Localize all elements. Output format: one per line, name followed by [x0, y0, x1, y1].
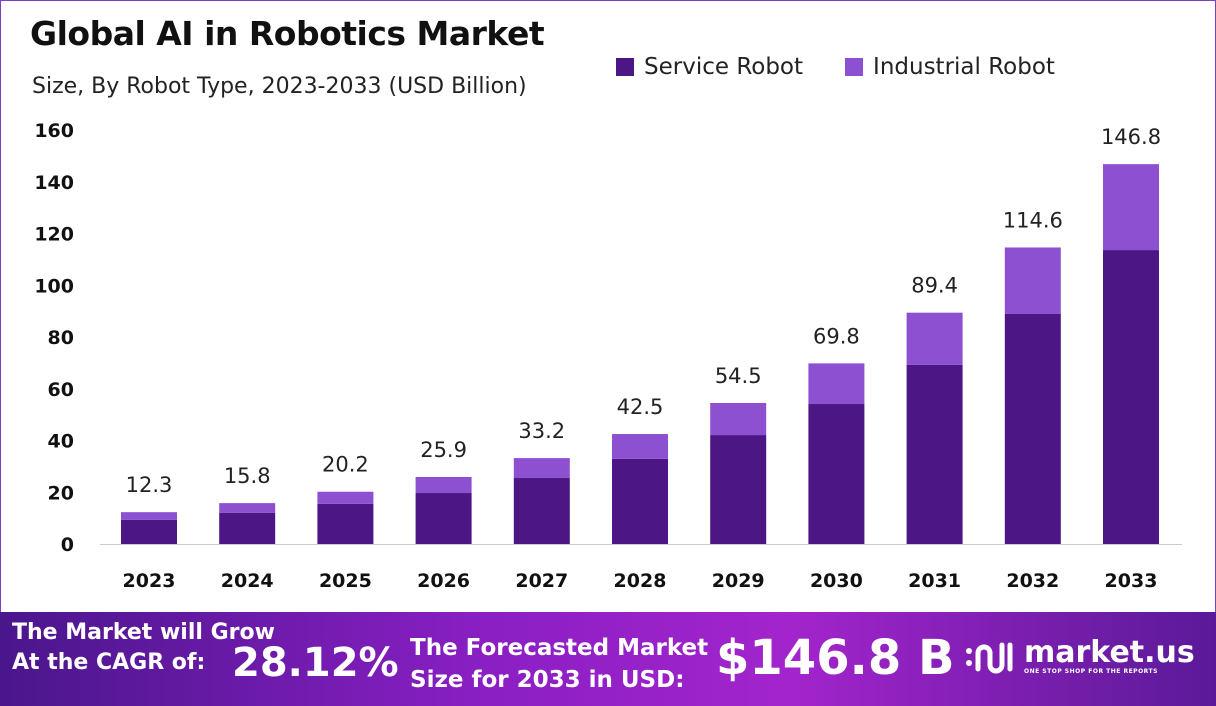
x-tick-label: 2028: [614, 570, 667, 592]
y-tick-label: 20: [48, 482, 74, 504]
logo-tagline: ONE STOP SHOP FOR THE REPORTS: [1024, 668, 1158, 675]
total-data-label: 25.9: [420, 438, 467, 462]
x-tick-label: 2033: [1105, 570, 1158, 592]
total-data-label: 69.8: [813, 324, 860, 348]
chart-subtitle: Size, By Robot Type, 2023-2033 (USD Bill…: [32, 74, 527, 99]
forecast-value: $146.8 B: [716, 630, 955, 686]
bar-industrial: [808, 363, 865, 405]
legend-item-service: Service Robot: [616, 54, 803, 80]
legend: Service Robot Industrial Robot: [616, 54, 1055, 80]
bar-service: [513, 478, 570, 544]
total-data-label: 20.2: [322, 453, 369, 477]
y-tick-label: 120: [34, 224, 74, 246]
x-tick-label: 2027: [515, 570, 568, 592]
bar-industrial: [1004, 247, 1061, 314]
bar-industrial: [513, 458, 570, 479]
cagr-label-line1: The Market will Grow: [12, 620, 275, 645]
y-tick-label: 60: [48, 379, 74, 401]
x-tick-label: 2029: [712, 570, 765, 592]
x-tick-label: 2026: [417, 570, 470, 592]
total-data-label: 42.5: [617, 395, 664, 419]
bar-service: [1004, 313, 1061, 544]
forecast-label-line2: Size for 2033 in USD:: [410, 667, 685, 693]
legend-label-service: Service Robot: [644, 54, 804, 80]
x-tick-label: 2024: [221, 570, 274, 592]
logo: market.us ONE STOP SHOP FOR THE REPORTS: [964, 638, 1195, 675]
bar-service: [317, 503, 374, 544]
bar-industrial: [317, 491, 374, 504]
bar-service: [219, 512, 276, 544]
y-tick-label: 160: [34, 120, 74, 142]
total-data-label: 12.3: [126, 473, 173, 497]
logo-icon: [966, 642, 1013, 673]
bar-service: [710, 435, 767, 544]
total-data-label: 89.4: [911, 274, 958, 298]
y-tick-label: 80: [48, 327, 74, 349]
forecast-label: The Forecasted Market Size for 2033 in U…: [410, 632, 708, 696]
y-tick-label: 140: [34, 172, 74, 194]
legend-item-industrial: Industrial Robot: [845, 54, 1055, 80]
total-data-label: 33.2: [518, 419, 565, 443]
bar-industrial: [415, 476, 472, 494]
y-tick-label: 100: [34, 275, 74, 297]
bar-service: [1103, 250, 1159, 544]
bar-service: [808, 404, 865, 544]
bar-industrial: [1103, 164, 1159, 251]
total-data-label: 146.8: [1101, 125, 1161, 149]
total-data-label: 114.6: [1003, 208, 1063, 232]
y-tick-label: 0: [61, 534, 74, 556]
bar-industrial: [219, 503, 276, 513]
total-data-label: 15.8: [224, 464, 271, 488]
x-tick-label: 2025: [319, 570, 372, 592]
bar-industrial: [710, 402, 767, 436]
cagr-label: The Market will Grow At the CAGR of:: [12, 618, 275, 678]
bar-industrial: [612, 434, 668, 459]
x-tick-label: 2030: [810, 570, 863, 592]
total-data-label: 54.5: [715, 364, 762, 388]
legend-swatch-service: [616, 58, 634, 76]
logo-name: market.us: [1024, 635, 1195, 670]
legend-label-industrial: Industrial Robot: [873, 54, 1055, 80]
bar-service: [906, 364, 963, 544]
x-tick-label: 2032: [1006, 570, 1059, 592]
x-tick-label: 2031: [908, 570, 961, 592]
bar-chart: 0 20 40 60 80 100 120 140 160 12.3 2023 15.8 2024 20.…: [34, 120, 1182, 592]
bar-service: [121, 519, 177, 544]
forecast-label-line1: The Forecasted Market: [410, 635, 709, 661]
footer-banner: The Market will Grow At the CAGR of: 28.…: [0, 612, 1216, 706]
bar-industrial: [121, 512, 177, 520]
legend-swatch-industrial: [845, 58, 864, 76]
x-tick-label: 2023: [123, 570, 176, 592]
chart-title: Global AI in Robotics Market: [30, 14, 545, 53]
y-tick-label: 40: [48, 431, 74, 453]
bar-industrial: [906, 312, 963, 365]
bar-service: [612, 458, 668, 544]
cagr-value: 28.12%: [232, 640, 399, 686]
bar-service: [415, 493, 472, 544]
cagr-label-line2: At the CAGR of:: [12, 650, 206, 675]
